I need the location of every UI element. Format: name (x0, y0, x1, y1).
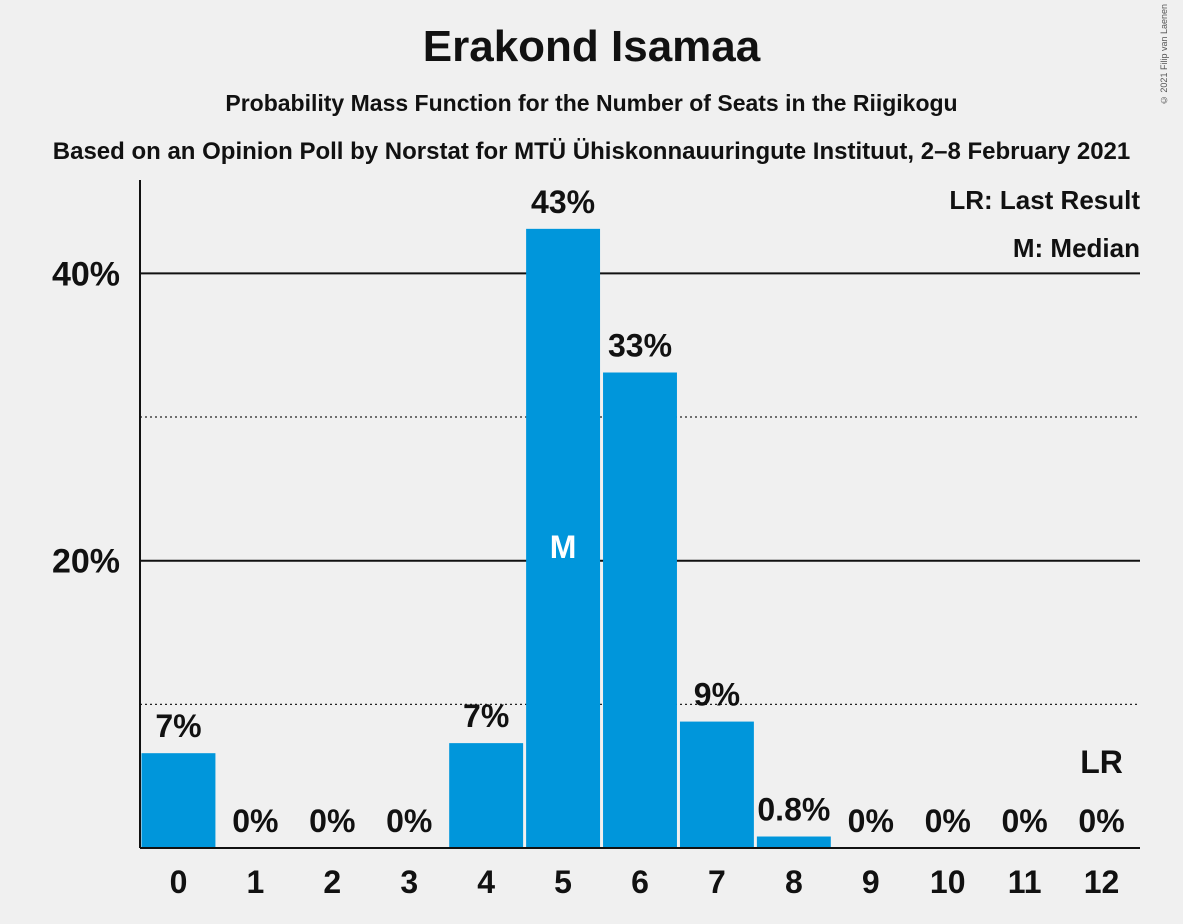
bar-value-label: 33% (608, 327, 672, 363)
x-tick-label: 3 (400, 864, 418, 900)
x-tick-label: 1 (246, 864, 264, 900)
bar (526, 228, 601, 848)
y-tick-label: 40% (52, 255, 120, 293)
y-tick-label: 20% (52, 543, 120, 581)
legend-entry: LR: Last Result (949, 185, 1140, 215)
bar-value-label: 7% (155, 708, 201, 744)
median-marker: M (550, 529, 577, 565)
x-tick-label: 12 (1084, 864, 1120, 900)
x-tick-label: 8 (785, 864, 803, 900)
bar-value-label: 0% (1001, 803, 1047, 839)
bar-value-label: 43% (531, 184, 595, 220)
x-tick-label: 11 (1008, 864, 1042, 900)
bar (141, 753, 216, 848)
bar-value-label: 0% (309, 803, 355, 839)
x-tick-label: 0 (170, 864, 188, 900)
x-tick-label: 5 (554, 864, 572, 900)
bar-value-label: 0.8% (757, 792, 830, 828)
bar-value-label: 7% (463, 698, 509, 734)
x-tick-label: 10 (930, 864, 966, 900)
bar-value-label: 0% (232, 803, 278, 839)
bar-value-label: 0% (1078, 803, 1124, 839)
legend-entry: M: Median (1013, 233, 1140, 263)
x-tick-label: 7 (708, 864, 726, 900)
chart-subtitle: Probability Mass Function for the Number… (225, 90, 958, 116)
bar (603, 372, 677, 848)
bar-value-label: 9% (694, 677, 740, 713)
x-tick-label: 4 (477, 864, 495, 900)
bar-value-label: 0% (848, 803, 894, 839)
last-result-marker: LR (1080, 744, 1123, 780)
x-tick-label: 2 (323, 864, 341, 900)
bar (756, 836, 831, 848)
bar (679, 721, 754, 848)
x-tick-label: 9 (862, 864, 880, 900)
chart-source: Based on an Opinion Poll by Norstat for … (52, 138, 1131, 165)
bar (449, 743, 524, 848)
bar-value-label: 0% (925, 803, 971, 839)
bar-value-label: 0% (386, 803, 432, 839)
x-tick-label: 6 (631, 864, 649, 900)
chart-title: Erakond Isamaa (422, 22, 761, 71)
